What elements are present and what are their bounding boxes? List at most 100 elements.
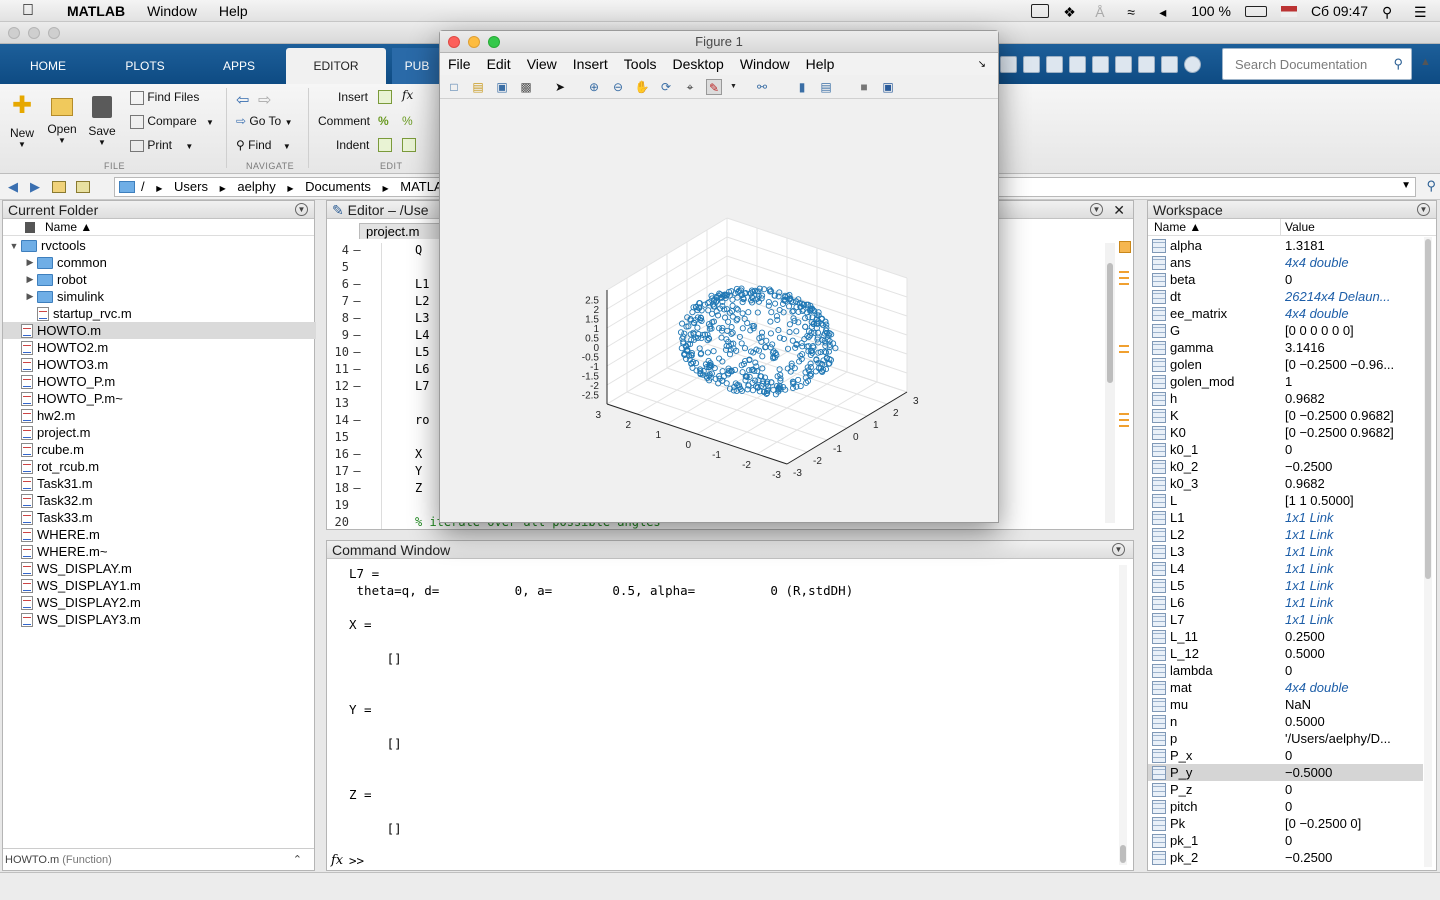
tab-publish[interactable]: PUB [392,48,442,84]
code-line[interactable]: 9– L4 [327,328,430,345]
table-row[interactable]: alpha 1.3181 [1148,237,1423,254]
table-row[interactable]: gamma 3.1416 [1148,339,1423,356]
panel-actions-icon[interactable]: ▼ [1417,203,1430,216]
warning-marker[interactable] [1119,277,1129,279]
warning-marker[interactable] [1119,345,1129,347]
list-item[interactable]: ▶ common [3,254,316,271]
list-item[interactable]: HOWTO3.m [3,356,316,373]
collapsed-arrow-icon[interactable]: ▶ [26,257,34,267]
table-row[interactable]: p '/Users/aelphy/D... [1148,730,1423,747]
help-icon[interactable] [1184,55,1201,73]
goto-button[interactable]: ⇨ Go To ▼ [236,114,293,128]
pan-icon[interactable]: ✋ [634,79,650,94]
breakpoint-marker[interactable]: – [353,328,361,342]
table-row[interactable]: pitch 0 [1148,798,1423,815]
table-row[interactable]: mu NaN [1148,696,1423,713]
menu-window[interactable]: Window [147,2,197,19]
column-value[interactable]: Value [1285,220,1315,234]
panel-actions-icon[interactable]: ▼ [1112,543,1125,556]
warning-marker[interactable] [1119,419,1129,421]
breakpoint-marker[interactable] [349,498,365,515]
table-row[interactable]: golen [0 −0.2500 −0.96... [1148,356,1423,373]
table-row[interactable]: G [0 0 0 0 0 0] [1148,322,1423,339]
scrollbar-thumb[interactable] [1107,263,1113,383]
bluetooth-icon[interactable]: Å [1095,4,1105,20]
cut-icon[interactable] [1046,55,1063,73]
list-item[interactable]: HOWTO_P.m [3,373,316,390]
breakpoint-marker[interactable]: – [353,243,361,257]
breakpoint-marker[interactable] [349,515,365,532]
warning-indicator[interactable] [1119,241,1131,253]
expanded-arrow-icon[interactable]: ▼ [9,240,19,251]
rotate-3d-icon[interactable]: ⟳ [660,79,672,94]
smart-indent-icon[interactable] [378,138,392,152]
figure-menu-view[interactable]: View [526,56,557,72]
list-item[interactable]: WS_DISPLAY1.m [3,577,316,594]
keyboard-icon[interactable] [1031,4,1050,18]
column-name[interactable]: Name ▲ [1148,219,1281,235]
list-item[interactable]: Task32.m [3,492,316,509]
save-button[interactable]: Save ▼ [82,92,122,147]
code-line[interactable]: 5 [327,260,415,277]
list-item[interactable]: WS_DISPLAY3.m [3,611,316,628]
quick-access-icon[interactable] [1000,55,1017,73]
table-row[interactable]: Pk [0 −0.2500 0] [1148,815,1423,832]
close-window-icon[interactable] [8,27,20,39]
table-row[interactable]: L2 1x1 Link [1148,526,1423,543]
list-item[interactable]: WS_DISPLAY2.m [3,594,316,611]
tab-project-m[interactable]: project.m [359,223,449,239]
compare-button[interactable]: Compare ▼ [130,114,214,129]
figure-menu-insert[interactable]: Insert [572,56,608,72]
legend-icon[interactable]: ▤ [820,79,832,94]
table-row[interactable]: pk_1 0 [1148,832,1423,849]
table-row[interactable]: dt 26214x4 Delaun... [1148,288,1423,305]
crumb-users[interactable]: Users [174,179,208,194]
editor-scrollbar[interactable] [1105,243,1115,523]
code-line[interactable]: 18– Z [327,481,423,498]
table-row[interactable]: L_11 0.2500 [1148,628,1423,645]
uncomment-icon[interactable]: % [402,114,413,128]
warning-marker[interactable] [1119,413,1129,415]
spotlight-search-icon[interactable]: ⚲ [1382,4,1393,20]
breakpoint-marker[interactable]: – [353,345,361,359]
table-row[interactable]: ee_matrix 4x4 double [1148,305,1423,322]
warning-marker[interactable] [1119,351,1129,353]
undo-icon[interactable] [1115,55,1132,73]
notification-center-icon[interactable]: ☰ [1414,4,1427,20]
flag-icon[interactable] [1280,5,1297,17]
list-item[interactable]: HOWTO.m [3,322,316,339]
list-item[interactable]: HOWTO_P.m~ [3,390,316,407]
list-item[interactable]: project.m [3,424,316,441]
forward-arrow-icon[interactable]: ⇨ [258,92,272,109]
figure-menu-help[interactable]: Help [805,56,835,72]
code-line[interactable]: 7– L2 [327,294,430,311]
table-row[interactable]: L4 1x1 Link [1148,560,1423,577]
code-line[interactable]: 8– L3 [327,311,430,328]
warning-marker[interactable] [1119,425,1129,427]
battery-icon[interactable] [1244,5,1267,17]
chevron-down-icon[interactable]: ▼ [1401,180,1411,191]
code-line[interactable]: 19 [327,498,415,515]
tab-home[interactable]: HOME [30,59,66,73]
warning-marker[interactable] [1119,271,1129,273]
insert-section-icon[interactable] [378,90,392,104]
list-item[interactable]: ▼ rvctools [3,237,316,254]
volume-icon[interactable]: ◂ [1159,4,1167,20]
figure-menu-edit[interactable]: Edit [486,56,511,72]
breakpoint-marker[interactable]: – [353,311,361,325]
collapse-toolstrip-icon[interactable]: ▲ [1420,56,1431,68]
list-item[interactable]: ▶ robot [3,271,316,288]
list-item[interactable]: hw2.m [3,407,316,424]
search-path-icon[interactable]: ⚲ [1426,178,1436,193]
breakpoint-marker[interactable]: – [353,464,361,478]
brush-menu-chevron-icon[interactable]: ▼ [730,82,737,90]
table-row[interactable]: L_12 0.5000 [1148,645,1423,662]
search-icon[interactable]: ⚲ [1393,56,1403,71]
colorbar-icon[interactable]: ▮ [798,79,806,94]
table-row[interactable]: L1 1x1 Link [1148,509,1423,526]
zoom-window-icon[interactable] [48,27,60,39]
redo-icon[interactable] [1138,55,1155,73]
table-row[interactable]: L7 1x1 Link [1148,611,1423,628]
wifi-icon[interactable]: ≈ [1127,4,1135,20]
code-line[interactable]: 17– Y [327,464,423,481]
